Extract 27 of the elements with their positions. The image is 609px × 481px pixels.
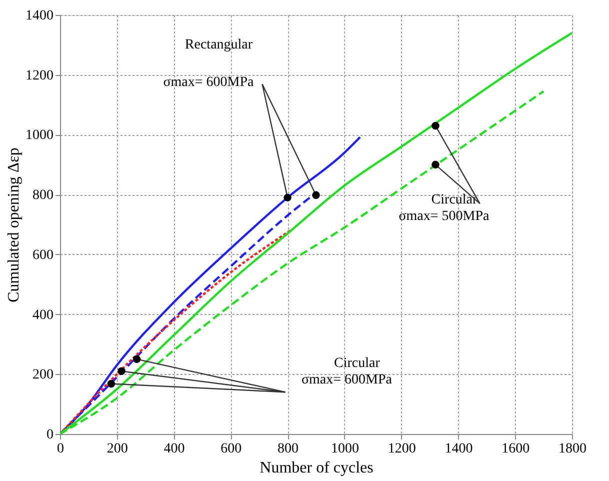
line-series — [60, 229, 292, 434]
x-tick-label: 400 — [164, 442, 185, 456]
x-tick-label: 1600 — [502, 442, 530, 456]
annotation: σmax= 500MPa — [398, 209, 490, 224]
x-axis-title: Number of cycles — [260, 460, 374, 476]
y-axis-title: Cumulated opening Δεp — [6, 148, 22, 302]
x-tick-label: 600 — [220, 442, 242, 456]
annotation: Circular — [334, 356, 380, 371]
x-tick-label: 1000 — [330, 442, 359, 456]
y-tick-label: 1000 — [26, 128, 54, 144]
y-tick-label: 400 — [32, 308, 54, 323]
x-tick-label: 0 — [57, 442, 64, 456]
x-tick-label: 200 — [106, 442, 128, 456]
y-tick-label: 1200 — [26, 68, 54, 84]
y-tick-label: 1400 — [26, 8, 54, 24]
y-tick-label: 200 — [32, 368, 54, 383]
annotation: Circular — [431, 192, 478, 208]
x-tick-label: 800 — [278, 442, 299, 456]
annotation: σmax= 600MPa — [301, 372, 393, 388]
y-tick-label: 0 — [46, 428, 54, 442]
y-tick-label: 800 — [32, 188, 54, 204]
annotation: σmax= 600MPa — [163, 75, 255, 90]
y-tick-label: 600 — [32, 248, 54, 263]
annotation: Rectangular — [184, 37, 253, 52]
x-tick-label: 1200 — [388, 442, 416, 456]
x-tick-label: 1400 — [444, 442, 473, 456]
x-tick-label: 1800 — [558, 442, 586, 456]
